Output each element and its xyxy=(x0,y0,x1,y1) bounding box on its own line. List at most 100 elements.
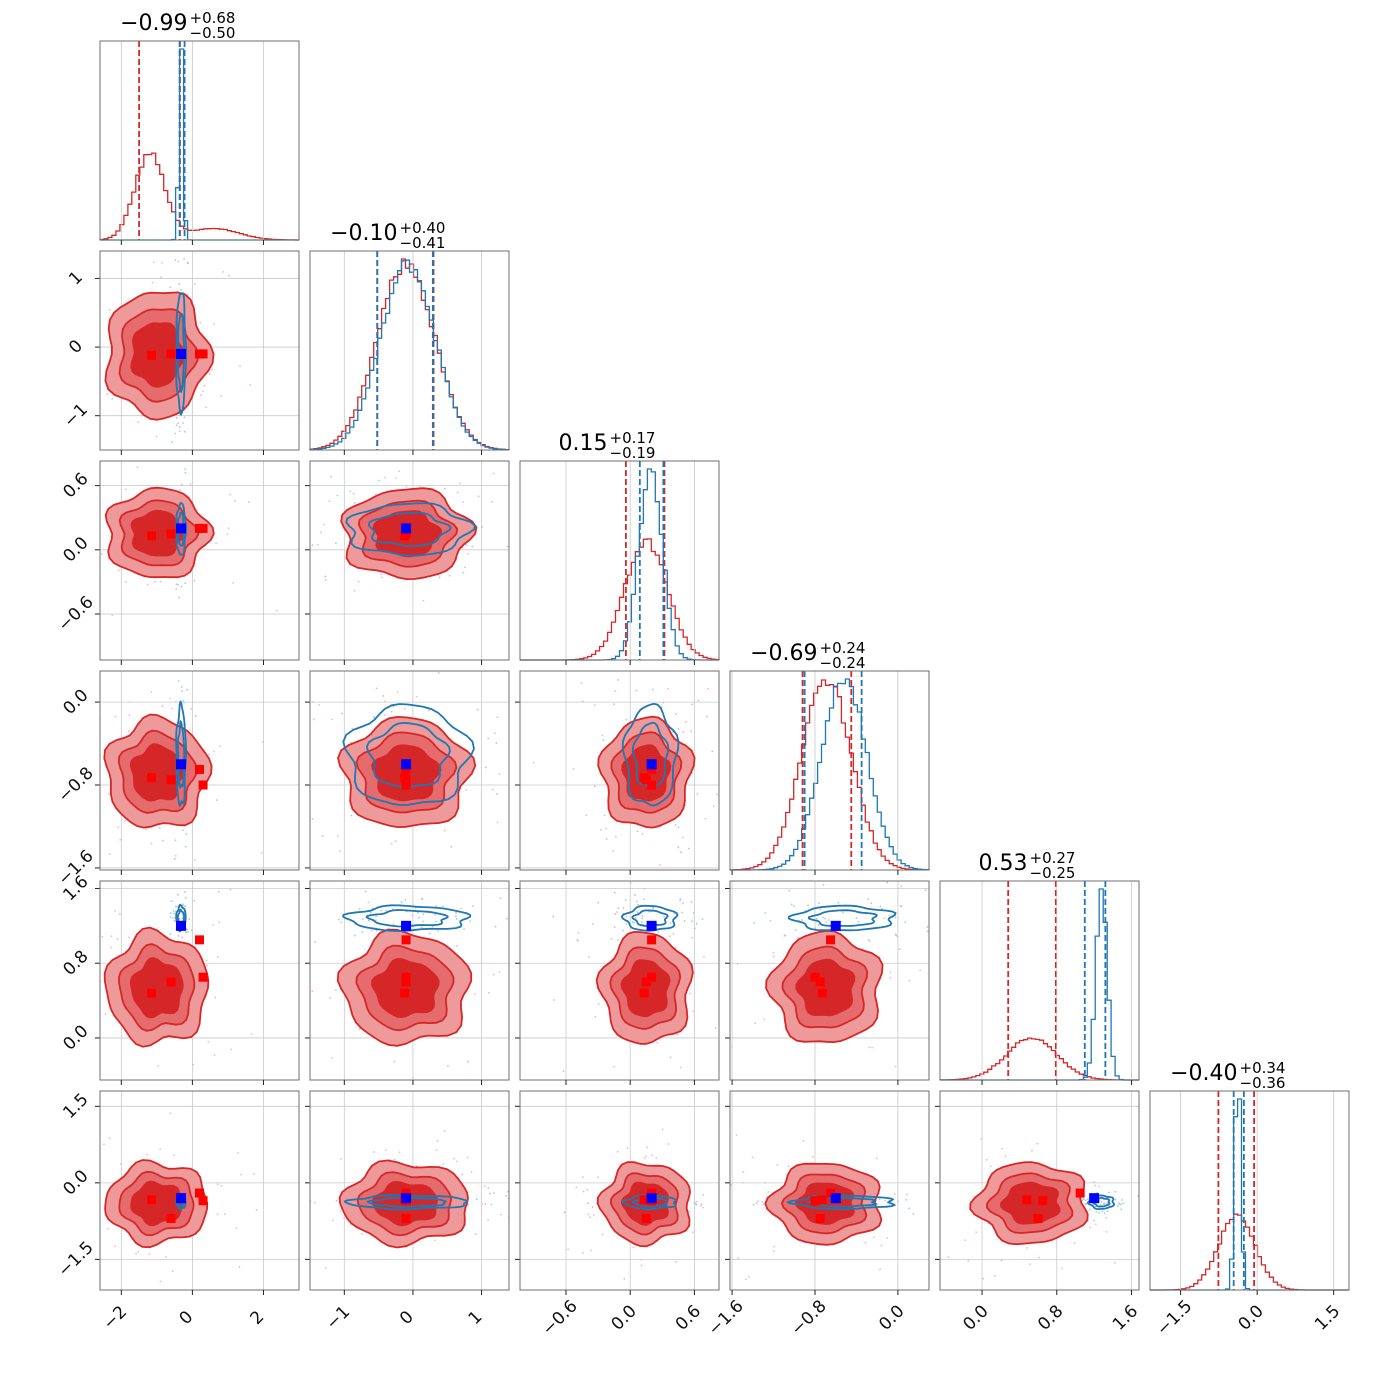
panel-frame-4-0 xyxy=(99,880,300,1081)
blue-contour-outer-4-2 xyxy=(620,904,679,932)
panel-2d-5-4 xyxy=(940,1091,1139,1290)
red-marker-5-4-2 xyxy=(1075,1188,1085,1198)
xtick-label-4-0: 0.0 xyxy=(959,1301,992,1334)
panel-2d-3-0 xyxy=(100,671,299,870)
blue-marker-4-3 xyxy=(830,920,841,931)
panel-2d-4-1 xyxy=(310,881,509,1080)
red-contour-inner-2-0 xyxy=(130,509,187,557)
hist-red-0 xyxy=(99,152,299,241)
red-marker-3-0-3 xyxy=(198,780,208,790)
panel-frame-5-0 xyxy=(99,1090,300,1291)
red-marker-3-0-1 xyxy=(166,775,176,785)
blue-contour-outer-4-1 xyxy=(342,904,472,933)
red-marker-2-0-0 xyxy=(147,531,157,541)
xtick-label-2-1: 0.0 xyxy=(608,1301,641,1334)
red-contour-inner-4-1 xyxy=(370,958,440,1019)
xtick-label-2-0: −0.6 xyxy=(538,1296,581,1339)
ytick-label-3-2: 0.0 xyxy=(59,685,92,718)
red-marker-5-0-0 xyxy=(147,1195,157,1205)
red-marker-4-1-0 xyxy=(400,988,410,998)
red-marker-5-3-3 xyxy=(810,1196,820,1206)
blue-contour-inner-4-3 xyxy=(807,909,878,927)
red-marker-5-2-2 xyxy=(647,1188,657,1198)
hist-blue-1 xyxy=(309,259,510,451)
panel-title-0: −0.99 xyxy=(120,11,187,36)
panel-title-minus-0: −0.50 xyxy=(190,24,236,42)
hist-red-2 xyxy=(520,538,720,661)
ytick-label-3-1: −0.8 xyxy=(54,763,97,806)
red-contour-inner-3-0 xyxy=(129,743,186,802)
panel-title-4: 0.53 xyxy=(979,851,1028,876)
panel-2d-1-0 xyxy=(100,251,299,450)
red-marker-4-2-2 xyxy=(647,935,657,945)
panel-4-1 xyxy=(305,880,510,1085)
ytick-label-1-1: 0 xyxy=(65,336,87,358)
panel-5-0: −1.5 0.0 1.5 −2 0 2 xyxy=(54,1090,300,1334)
panel-5-3: −1.6 −0.8 0.0 xyxy=(704,1090,930,1340)
red-marker-4-1-1 xyxy=(401,977,411,987)
blue-contour-outer-4-3 xyxy=(787,904,897,932)
blue-marker-3-0 xyxy=(176,759,187,770)
panel-title-plus-3: +0.24 xyxy=(820,639,866,657)
panel-2d-5-1 xyxy=(310,1091,509,1290)
panel-4-3 xyxy=(725,880,930,1085)
panel-frame-1-0 xyxy=(99,250,300,451)
panel-2d-4-2 xyxy=(520,881,719,1080)
panel-title-plus-0: +0.68 xyxy=(190,9,236,27)
red-marker-1-0-1 xyxy=(166,349,176,359)
panel-frame-2-0 xyxy=(99,460,300,661)
red-marker-5-0-2 xyxy=(195,1188,204,1198)
blue-marker-5-2 xyxy=(646,1193,657,1204)
panel-frame-2-1 xyxy=(309,460,510,661)
ytick-label-2-2: 0.6 xyxy=(59,469,92,502)
blue-contour-inner-3-2 xyxy=(631,721,670,789)
red-marker-5-3-2 xyxy=(826,1188,836,1198)
red-contour-inner-4-2 xyxy=(620,959,671,1018)
blue-marker-2-0 xyxy=(176,523,187,534)
panel-2d-3-2 xyxy=(520,671,719,870)
xtick-label-3-1: −0.8 xyxy=(787,1296,830,1339)
xtick-label-5-1: 0.0 xyxy=(1235,1301,1268,1334)
red-marker-2-1-1 xyxy=(401,529,411,539)
hist-blue-5 xyxy=(1150,1098,1349,1291)
panel-frame-0-0 xyxy=(99,40,300,241)
ytick-label-5-2: 1.5 xyxy=(59,1090,92,1123)
panel-frame-5-1 xyxy=(309,1090,510,1291)
red-marker-5-4-3 xyxy=(1038,1196,1048,1206)
blue-marker-5-4 xyxy=(1089,1193,1100,1204)
red-marker-5-3-0 xyxy=(817,1195,827,1205)
red-marker-5-1-1 xyxy=(401,1214,411,1224)
panel-title-minus-2: −0.19 xyxy=(610,444,656,462)
xtick-label-0-0: −2 xyxy=(99,1302,131,1334)
panel-4-0: 0.00.81.6 xyxy=(59,872,300,1085)
red-marker-1-0-3 xyxy=(198,349,208,359)
red-marker-3-0-0 xyxy=(147,773,157,783)
red-marker-4-1-2 xyxy=(401,935,411,945)
panel-title-plus-5: +0.34 xyxy=(1240,1059,1286,1077)
panel-2d-2-0 xyxy=(100,461,299,660)
blue-marker-2-1 xyxy=(401,523,412,534)
blue-contour-inner-4-1 xyxy=(365,909,449,928)
xtick-label-0-2: 2 xyxy=(247,1307,269,1329)
hist-blue-4 xyxy=(940,888,1139,1081)
blue-contour-inner-3-1 xyxy=(365,721,451,789)
xtick-label-0-1: 0 xyxy=(175,1307,197,1329)
ytick-label-4-0: 0.0 xyxy=(59,1021,92,1054)
panel-title-5: −0.40 xyxy=(1170,1061,1237,1086)
red-marker-3-2-3 xyxy=(647,780,657,790)
xtick-label-5-2: 1.5 xyxy=(1311,1301,1344,1334)
panel-2-1 xyxy=(305,460,510,665)
red-marker-3-1-2 xyxy=(401,764,411,774)
blue-contour-inner-2-1 xyxy=(367,511,452,548)
hist-red-5 xyxy=(1150,1213,1349,1291)
blue-contour-inner-5-1 xyxy=(366,1196,447,1208)
red-marker-3-2-1 xyxy=(641,775,651,785)
panel-frame-4-3 xyxy=(729,880,930,1081)
panel-frame-5-3 xyxy=(729,1090,930,1291)
panel-frame-5-4 xyxy=(939,1090,1140,1291)
red-marker-5-4-1 xyxy=(1033,1214,1043,1224)
panel-3-0: −1.6−0.80.0 xyxy=(54,670,300,890)
red-marker-3-2-2 xyxy=(647,764,657,774)
xtick-label-1-0: −1 xyxy=(322,1302,354,1334)
blue-contour-inner-4-2 xyxy=(631,909,669,928)
